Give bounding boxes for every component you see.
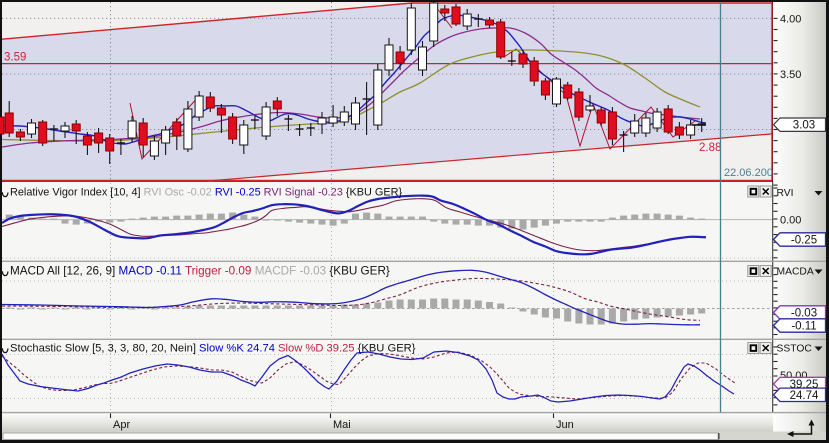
svg-text:-0.11: -0.11 [791, 321, 816, 333]
svg-text:3.03: 3.03 [793, 120, 815, 132]
svg-text:24.74: 24.74 [790, 390, 819, 402]
svg-text:3.59: 3.59 [4, 52, 26, 64]
svg-text:-0.25: -0.25 [791, 235, 817, 247]
svg-text:22.06.200: 22.06.200 [724, 167, 773, 179]
svg-text:Jun: Jun [556, 419, 574, 431]
svg-text:MACD All [12, 26, 9] MACD -0.1: MACD All [12, 26, 9] MACD -0.11 Trigger … [10, 265, 390, 278]
svg-text:3.50: 3.50 [780, 69, 801, 81]
svg-text:Mai: Mai [333, 419, 351, 431]
svg-text:SSTOC: SSTOC [777, 344, 813, 355]
svg-text:Relative Vigor Index [10, 4] R: Relative Vigor Index [10, 4] RVI Osc -0.… [10, 187, 402, 199]
svg-text:4.00: 4.00 [780, 14, 801, 26]
svg-text:Apr: Apr [113, 419, 130, 431]
svg-text:0.00: 0.00 [780, 215, 801, 227]
svg-text:-0.03: -0.03 [791, 308, 817, 320]
svg-text:Stochastic Slow [5, 3, 3, 80,: Stochastic Slow [5, 3, 3, 80, 20, Nein] … [10, 343, 416, 355]
svg-text:RVI: RVI [777, 188, 794, 199]
svg-text:MACDA: MACDA [777, 267, 814, 278]
svg-text:2.88: 2.88 [699, 142, 721, 154]
